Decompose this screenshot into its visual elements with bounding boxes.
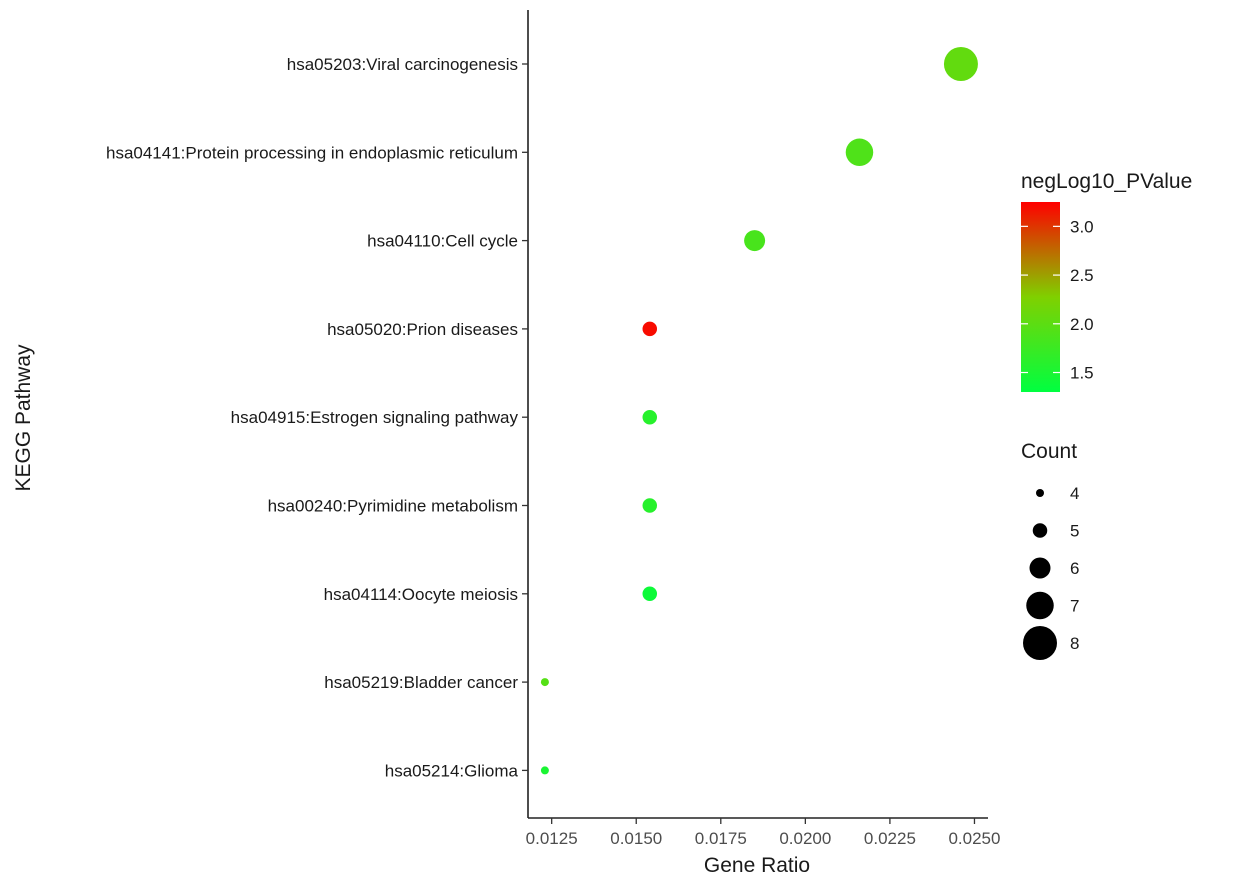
size-legend-title: Count xyxy=(1021,440,1077,463)
color-legend-label: 2.0 xyxy=(1070,315,1094,334)
color-legend-bar xyxy=(1021,202,1060,392)
y-tick-label: hsa04915:Estrogen signaling pathway xyxy=(231,408,519,427)
data-point xyxy=(540,766,549,775)
size-legend-label: 6 xyxy=(1070,559,1079,578)
data-point xyxy=(642,498,658,513)
color-legend-label: 3.0 xyxy=(1070,217,1094,236)
size-legend-label: 4 xyxy=(1070,484,1079,503)
data-point xyxy=(744,230,766,252)
size-legend-dot xyxy=(1036,489,1044,497)
x-tick-label: 0.0200 xyxy=(779,829,831,848)
data-point xyxy=(642,321,658,337)
color-legend-label: 1.5 xyxy=(1070,364,1094,383)
data-point xyxy=(845,138,874,167)
y-tick-label: hsa05020:Prion diseases xyxy=(327,320,518,339)
y-tick-label: hsa04110:Cell cycle xyxy=(367,232,518,251)
x-axis-title: Gene Ratio xyxy=(704,854,810,877)
size-legend-dot xyxy=(1032,523,1048,538)
y-tick-label: hsa00240:Pyrimidine metabolism xyxy=(268,497,518,516)
size-legend-label: 8 xyxy=(1070,634,1079,653)
color-legend-label: 2.5 xyxy=(1070,266,1094,285)
size-legend-dot xyxy=(1029,557,1051,579)
y-tick-label: hsa04141:Protein processing in endoplasm… xyxy=(106,143,518,162)
y-tick-label: hsa05214:Glioma xyxy=(385,761,519,780)
plot-area: 0.0125 0.0150 0.0175 0.0200 0.0225 0.0250 hsa0… xyxy=(106,10,1000,848)
size-legend: Count 4 5 6 7 8 xyxy=(1021,440,1079,660)
data-point xyxy=(943,47,978,81)
y-axis-title: KEGG Pathway xyxy=(12,344,35,492)
x-tick-label: 0.0225 xyxy=(864,829,916,848)
size-legend-dot xyxy=(1023,626,1057,660)
size-legend-dot xyxy=(1026,591,1054,620)
data-point xyxy=(540,678,549,687)
y-tick-label: hsa05219:Bladder cancer xyxy=(324,673,518,692)
size-legend-label: 7 xyxy=(1070,597,1079,616)
data-point xyxy=(642,586,658,602)
x-tick-label: 0.0175 xyxy=(695,829,747,848)
y-tick-label: hsa04114:Oocyte meiosis xyxy=(324,585,518,604)
data-point xyxy=(642,409,658,425)
color-legend: negLog10_PValue 3.0 2.5 2.0 1.5 xyxy=(1021,170,1192,392)
x-tick-label: 0.0250 xyxy=(948,829,1000,848)
size-legend-label: 5 xyxy=(1070,522,1079,541)
y-tick-label: hsa05203:Viral carcinogenesis xyxy=(287,55,518,74)
color-legend-title: negLog10_PValue xyxy=(1021,170,1192,193)
x-tick-label: 0.0125 xyxy=(526,829,578,848)
x-tick-label: 0.0150 xyxy=(610,829,662,848)
